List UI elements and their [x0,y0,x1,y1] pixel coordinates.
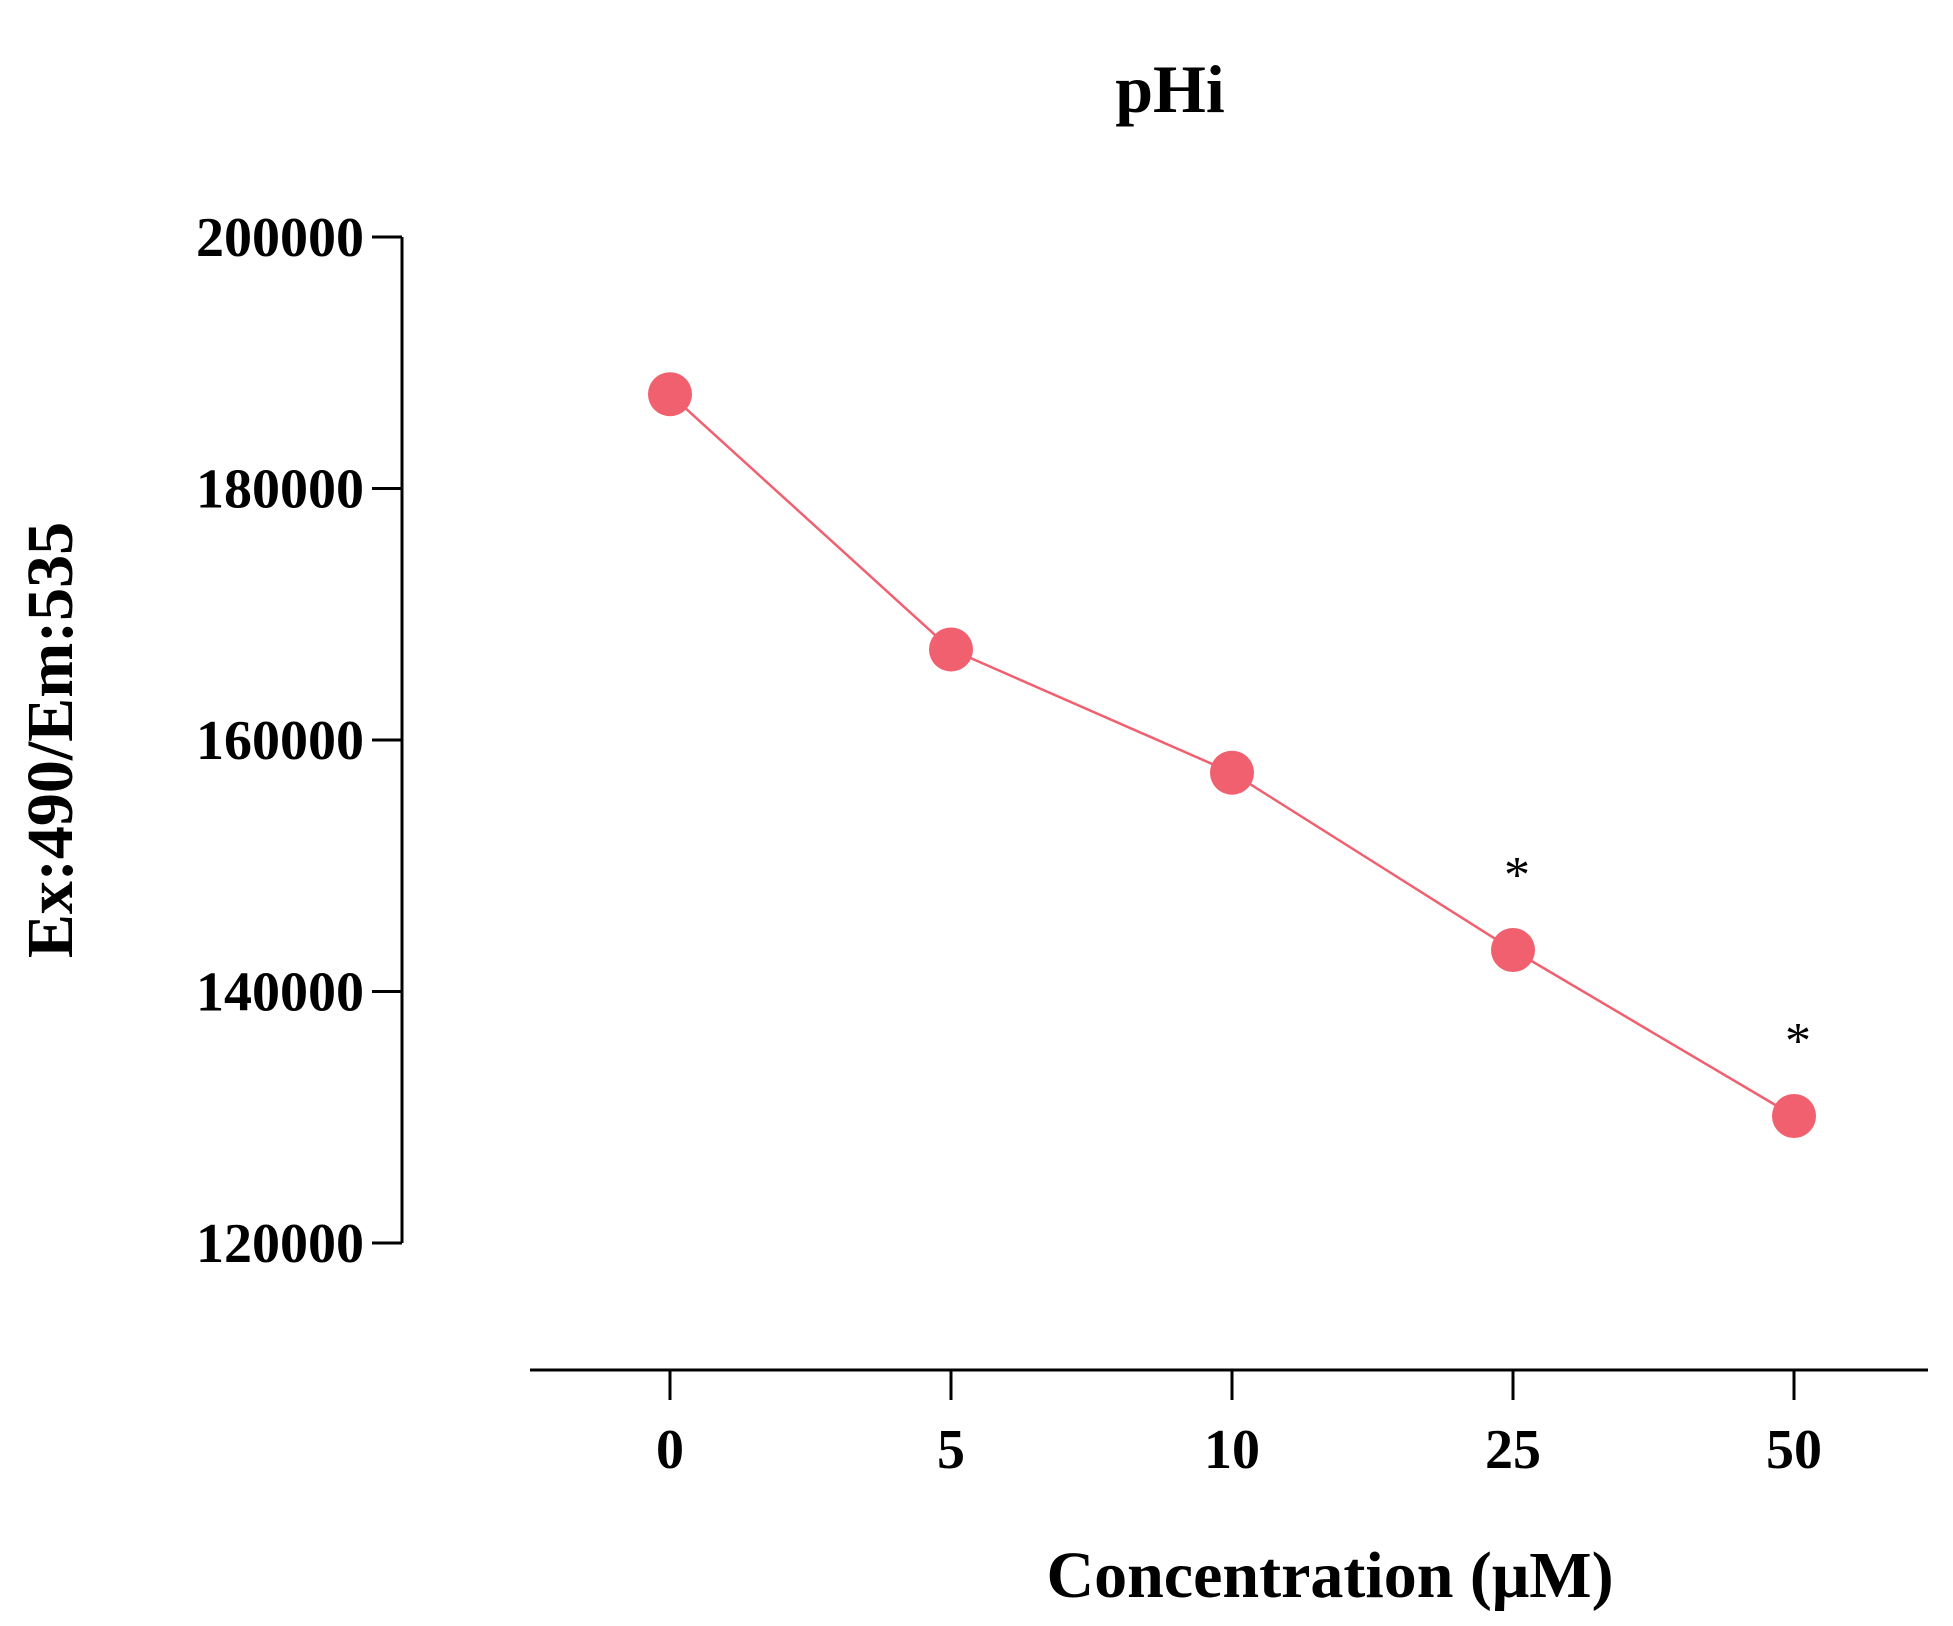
series-layer [648,372,1816,1138]
y-tick-label: 120000 [196,1213,364,1275]
y-tick-label: 200000 [196,207,364,269]
x-tick-label: 25 [1485,1419,1541,1481]
data-point [648,372,692,417]
chart-title: pHi [1115,51,1225,127]
x-axis-label: Concentration (μM) [1046,1539,1613,1612]
significance-marker: * [1785,1013,1811,1070]
x-ticks: 0 5 10 25 50 [656,1370,1822,1481]
x-tick-label: 50 [1766,1419,1822,1481]
data-point [929,627,973,672]
x-tick-label: 10 [1204,1419,1260,1481]
y-ticks: 120000 140000 160000 180000 200000 [196,207,402,1275]
data-point [1491,928,1535,973]
x-tick-label: 5 [937,1419,965,1481]
y-tick-label: 180000 [196,459,364,521]
y-tick-label: 140000 [196,962,364,1024]
y-axis-label: Ex:490/Em:535 [14,522,87,958]
annotation-layer: ** [1504,847,1811,1070]
data-point [1772,1093,1816,1138]
y-tick-label: 160000 [196,710,364,772]
x-tick-label: 0 [656,1419,684,1481]
significance-marker: * [1504,847,1530,904]
data-point [1210,750,1254,795]
